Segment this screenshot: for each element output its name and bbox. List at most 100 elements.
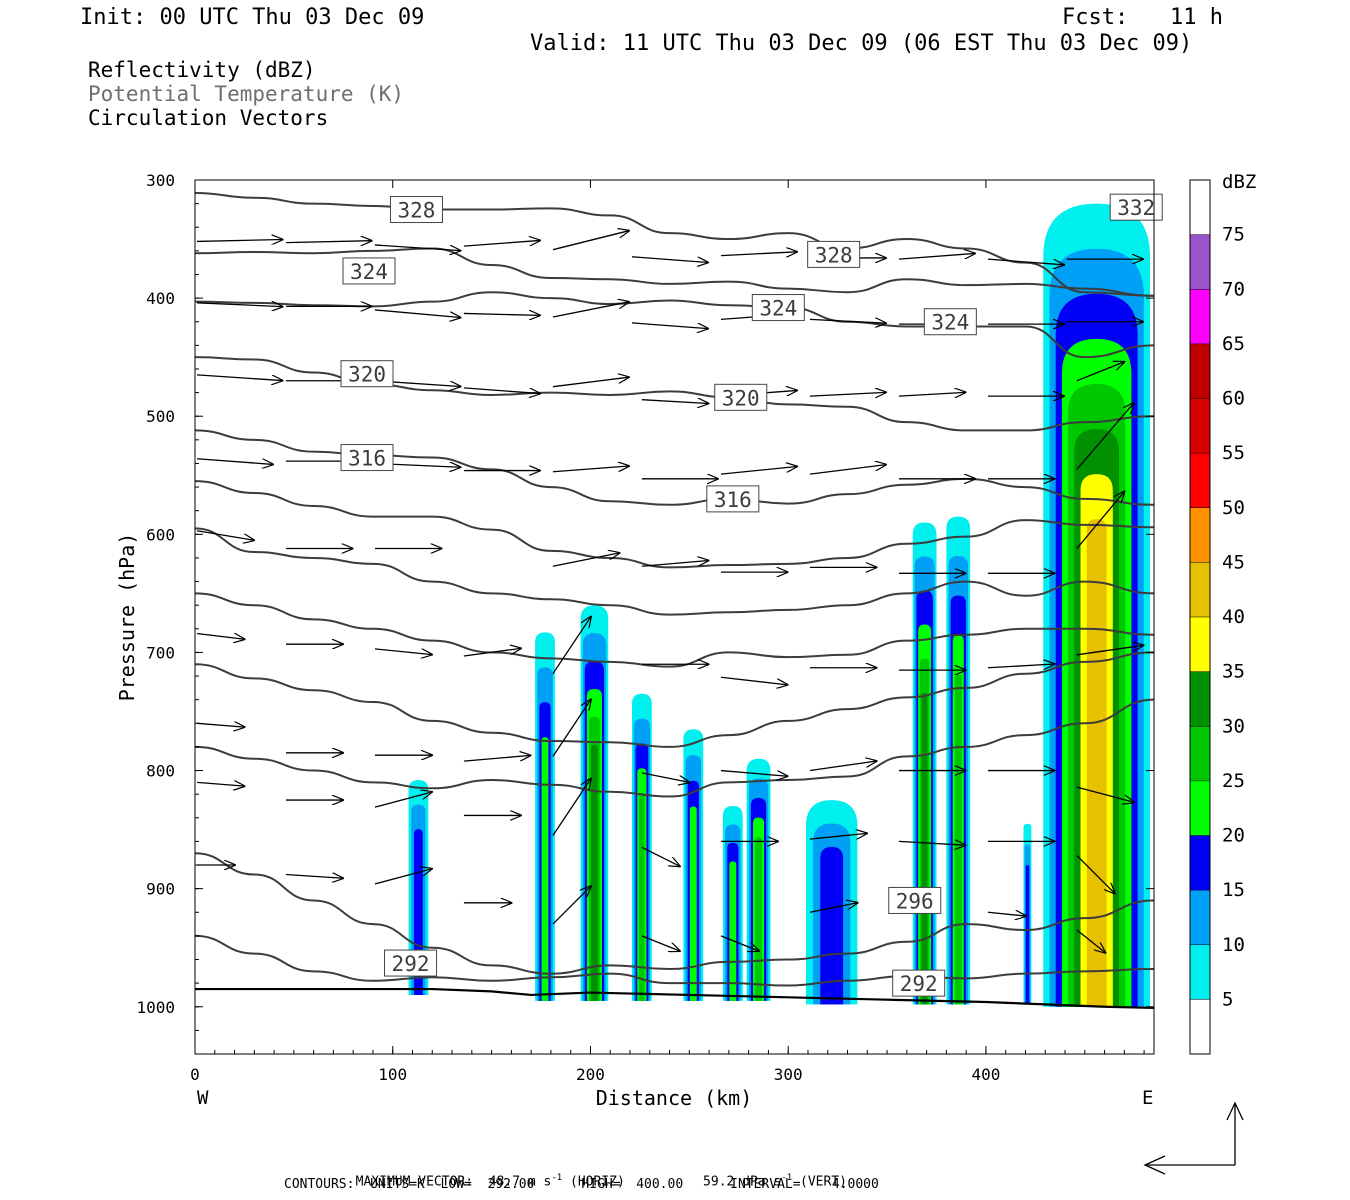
isentrope-10 (195, 852, 1154, 975)
circulation-vector (898, 841, 966, 845)
contour-label-box (340, 444, 394, 472)
x-axis-title: Distance (km) (596, 1086, 753, 1110)
reflectivity-cell-1-shell-20 (541, 737, 549, 1001)
forecast-label: Fcst: (1062, 5, 1129, 30)
contour-label-box (342, 257, 396, 285)
contour-info: CONTOURS: UNITS=K LOW= 292.00 HIGH= 400.… (284, 1177, 879, 1192)
circulation-vector (720, 252, 797, 256)
max-vector-exp2: -1 (781, 1173, 793, 1183)
colorbar-tick-label: 5 (1222, 988, 1233, 1010)
reflectivity-cell-5-shell-20 (729, 861, 737, 1001)
circulation-vector (463, 240, 540, 247)
colorbar-segment (1190, 234, 1210, 290)
valid-time: Valid: 11 UTC Thu 03 Dec 09 (06 EST Thu … (530, 31, 1193, 56)
circulation-vector (196, 374, 283, 381)
contour-label-box (389, 196, 443, 224)
circulation-vector (898, 392, 966, 396)
y-tick-label: 500 (146, 407, 175, 426)
colorbar-tick-label: 60 (1222, 388, 1245, 410)
contour-label-text: 296 (896, 889, 934, 913)
circulation-vector (809, 319, 886, 323)
circulation-vector (374, 244, 461, 251)
colorbar-segment (1190, 999, 1210, 1054)
max-vector-exp1: -1 (551, 1173, 563, 1183)
contour-label-box (807, 240, 861, 268)
contour-label-text: 316 (714, 488, 752, 512)
reflectivity-cell-11-shell-40 (1086, 519, 1107, 1007)
circulation-vector (463, 387, 540, 394)
contour-label-text: 316 (348, 447, 386, 471)
contour-label-box (923, 308, 977, 336)
contour-label-box (888, 886, 942, 914)
colorbar-segment (1190, 562, 1210, 617)
terrain-line (195, 987, 1155, 1010)
reflectivity-cell-4-shell-20 (689, 806, 697, 1001)
circulation-vector (720, 935, 759, 951)
colorbar-tick-label: 20 (1222, 825, 1245, 847)
circulation-vector (1076, 855, 1115, 894)
colorbar-tick-label: 55 (1222, 442, 1245, 464)
circulation-vector (552, 466, 629, 473)
circulation-vector (552, 231, 629, 251)
circulation-vector (1076, 362, 1125, 382)
colorbar-segment (1190, 671, 1210, 727)
x-tick-label: 0 (190, 1065, 200, 1084)
circulation-vector (552, 779, 591, 836)
terrain-surface (195, 987, 1155, 1010)
isentrope-4 (195, 429, 1154, 506)
circulation-vector (641, 400, 709, 404)
circulation-vector (285, 874, 343, 878)
contour-label-box (892, 969, 946, 997)
contour-label-296: 296 (888, 886, 942, 914)
circulation-vector (631, 256, 708, 263)
circulation-vector (552, 553, 620, 567)
circulation-vector (641, 772, 690, 783)
reflectivity-cell-3-shell-25 (639, 793, 645, 1001)
contour-label-box (714, 383, 768, 411)
contour-label-292: 292 (892, 969, 946, 997)
colorbar-segment (1190, 726, 1210, 781)
isentrope-7 (195, 592, 1154, 668)
circulation-vector (552, 377, 629, 388)
contour-label-328: 328 (389, 196, 443, 224)
max-vector-horiz: (HORIZ) 59.2 dPa s (562, 1174, 782, 1190)
y-tick-label: 300 (146, 171, 175, 190)
reflectivity-cell-10-shell-15 (1025, 865, 1030, 1005)
contour-label-text: 320 (348, 363, 386, 387)
colorbar-tick-label: 45 (1222, 551, 1245, 573)
axes: 0 100 200 300 400 300 400 500 600 700 800 900 1000 (136, 171, 1154, 1084)
contour-label-324: 324 (342, 257, 396, 285)
plot-frame (194, 179, 1155, 1055)
circulation-vector (196, 303, 283, 307)
circulation-vector (196, 723, 245, 727)
contour-label-box (340, 360, 394, 388)
contour-label-text: 292 (392, 952, 430, 976)
circulation-vector (631, 322, 708, 329)
field-reflectivity: Reflectivity (dBZ) (88, 58, 316, 82)
isentrope-9 (195, 698, 1154, 798)
colorbar-tick-label: 15 (1222, 879, 1245, 901)
y-tick-label: 1000 (136, 998, 175, 1017)
colorbar-tick-label: 75 (1222, 224, 1245, 246)
contour-labels: 328 324 320 316 292 328 324 320 316 324 332 296 292 (340, 193, 1163, 997)
contour-label-324: 324 (751, 294, 805, 322)
colorbar-segment (1190, 780, 1210, 836)
reflectivity-cell-9-shell-25 (954, 674, 962, 1005)
circulation-vector (196, 240, 283, 242)
circulation-vector (720, 466, 797, 475)
x-tick-label: 200 (576, 1065, 605, 1084)
colorbar-segment (1190, 289, 1210, 344)
circulation-vector (809, 833, 867, 840)
contour-label-text: 292 (900, 972, 938, 996)
colorbar-segment (1190, 890, 1210, 945)
colorbar-tick-label: 30 (1222, 715, 1245, 737)
maximum-vector-info: MAXIMUM VECTOR: 48.7 m s-1 (HORIZ) 59.2 … (340, 1158, 847, 1189)
isentrope-8 (195, 651, 1154, 748)
colorbar-segment (1190, 180, 1210, 235)
colorbar-segment (1190, 453, 1210, 508)
colorbar-tick-label: 35 (1222, 661, 1245, 683)
field-potential-temperature: Potential Temperature (K) (88, 82, 405, 106)
circulation-vector (196, 458, 273, 465)
reflectivity-cell-2-shell-30 (591, 744, 598, 1001)
isentrope-11 (195, 934, 1154, 987)
